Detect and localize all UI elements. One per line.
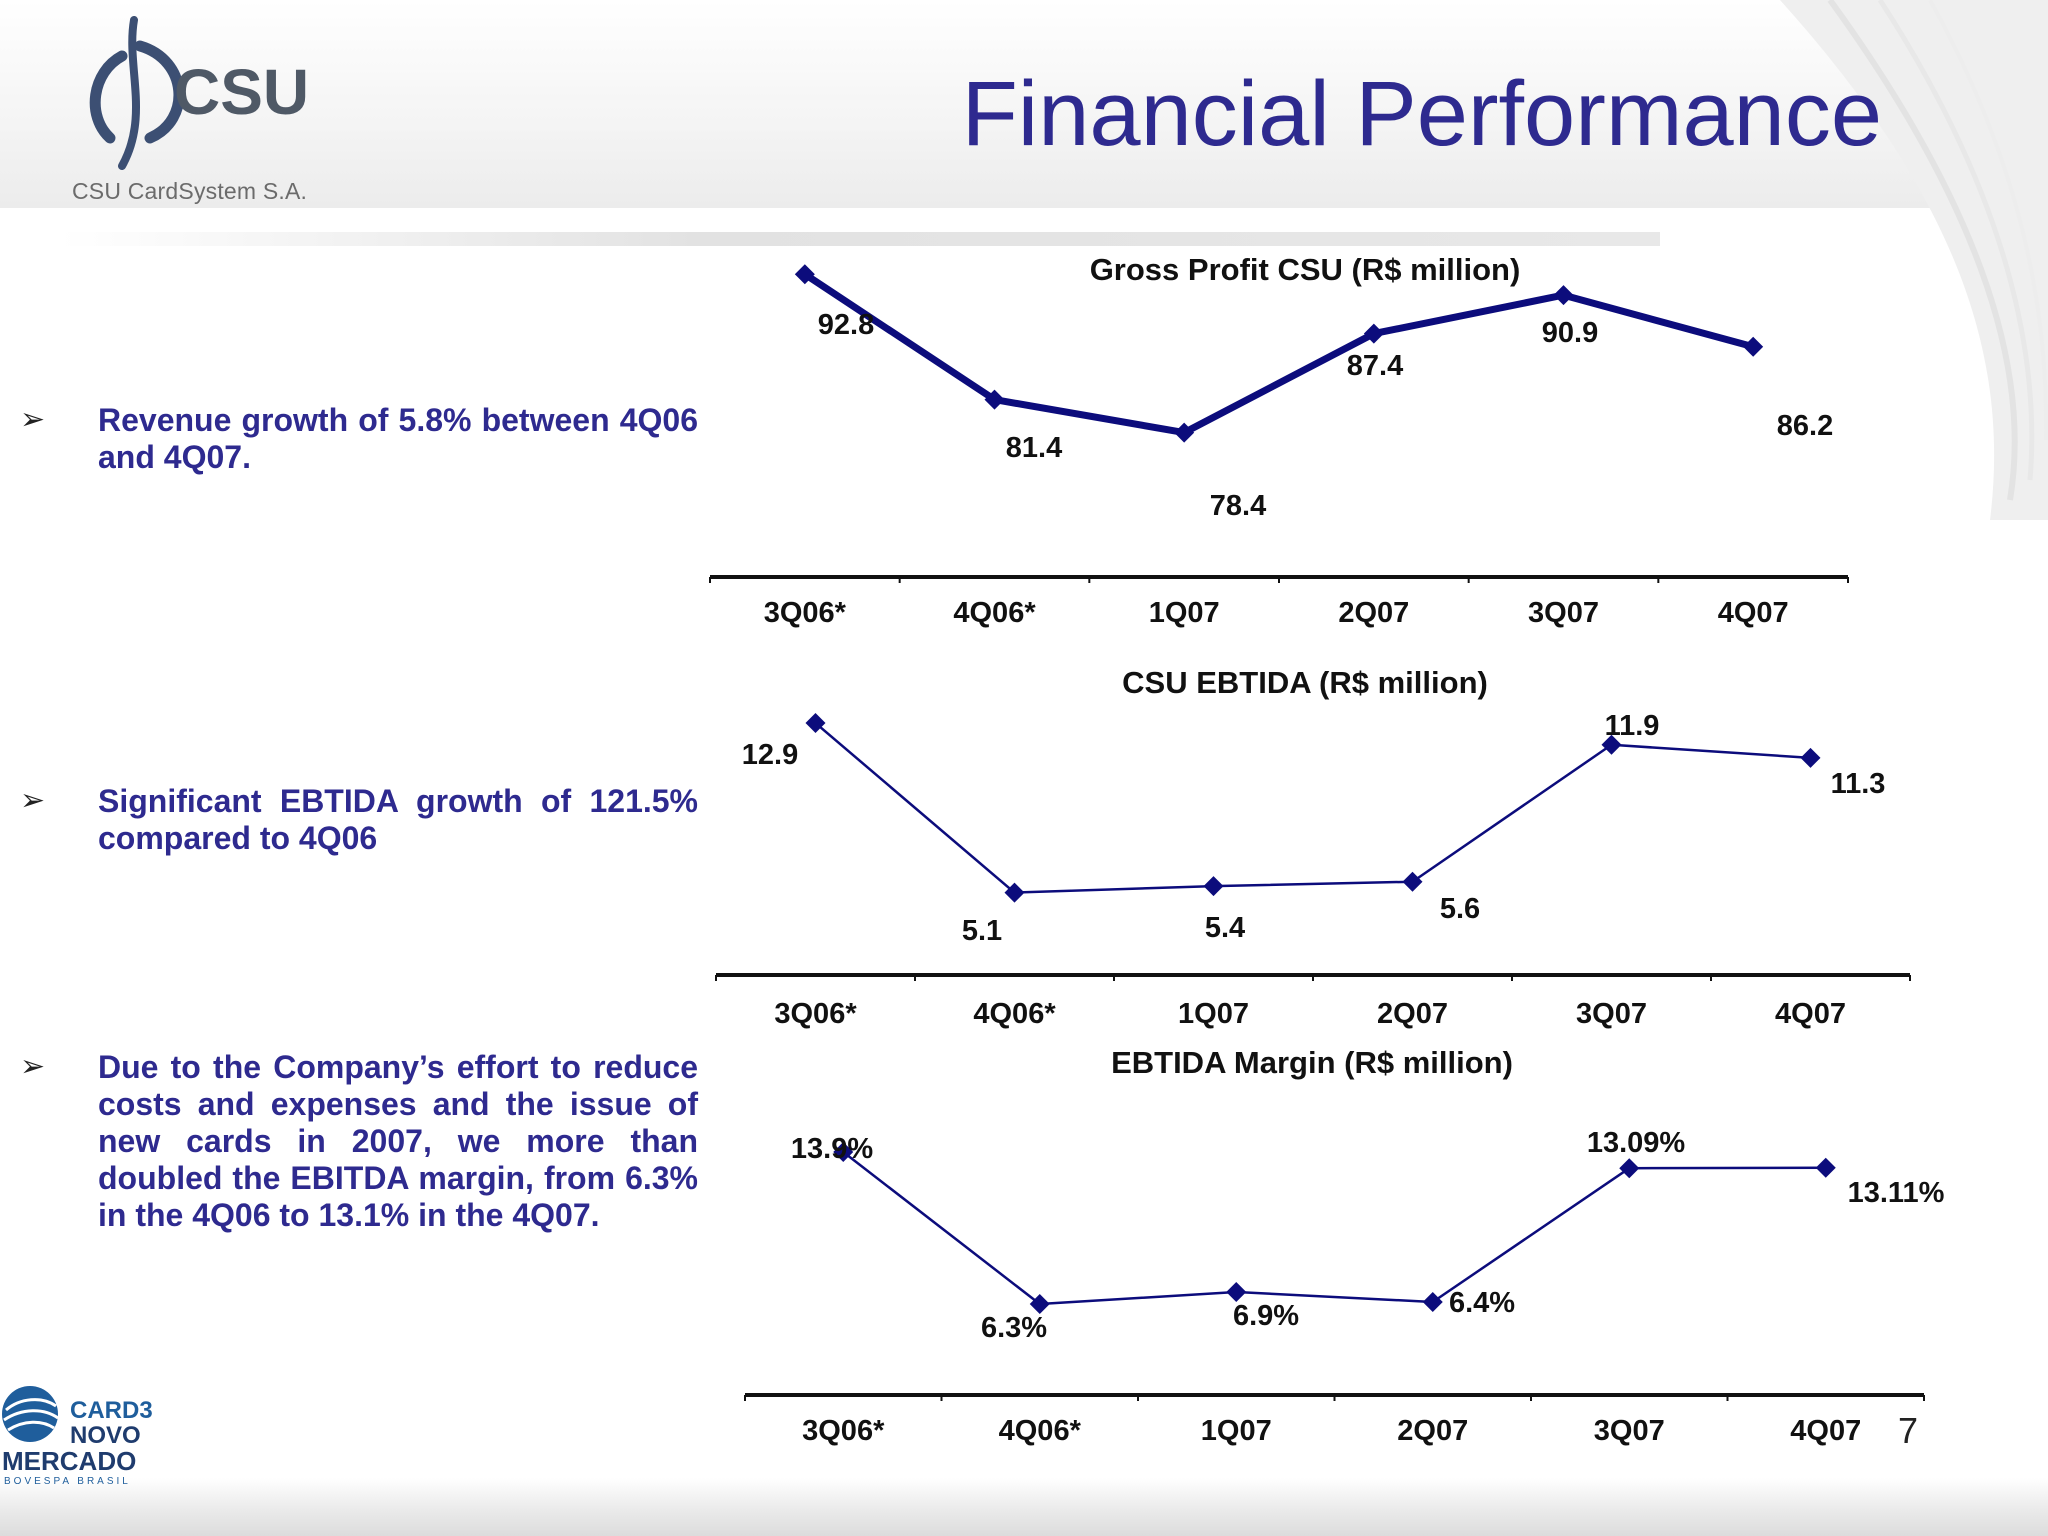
data-point bbox=[1402, 871, 1423, 892]
data-label: 78.4 bbox=[1210, 490, 1266, 522]
x-tick-label: 4Q06* bbox=[953, 597, 1036, 629]
x-tick-label: 3Q06* bbox=[774, 998, 857, 1030]
data-point bbox=[1363, 323, 1384, 344]
data-point bbox=[1029, 1294, 1050, 1314]
data-label: 11.9 bbox=[1605, 710, 1660, 742]
data-point bbox=[1553, 285, 1574, 306]
data-label: 13.09% bbox=[1587, 1127, 1686, 1159]
data-point bbox=[1815, 1157, 1836, 1178]
x-tick-label: 4Q07 bbox=[1790, 1415, 1861, 1447]
badge-card3: CARD3 bbox=[70, 1397, 153, 1424]
data-point bbox=[1800, 747, 1821, 768]
data-label: 6.4% bbox=[1449, 1287, 1515, 1319]
x-tick-label: 4Q07 bbox=[1718, 597, 1789, 629]
x-tick-label: 3Q07 bbox=[1528, 597, 1599, 629]
x-tick-label: 1Q07 bbox=[1149, 597, 1220, 629]
x-tick-label: 2Q07 bbox=[1397, 1415, 1468, 1447]
data-label: 90.9 bbox=[1542, 317, 1598, 349]
page-title: Financial Performance bbox=[961, 63, 1882, 165]
badge-novo: NOVO bbox=[70, 1422, 141, 1449]
data-label: 92.8 bbox=[818, 309, 874, 341]
arrow-bullet-icon: ➢ bbox=[20, 784, 46, 817]
data-label: 5.6 bbox=[1440, 893, 1480, 925]
data-point bbox=[1004, 882, 1025, 903]
badge-mercado: MERCADO bbox=[2, 1446, 136, 1476]
csu-logo: CSU bbox=[89, 16, 309, 170]
data-label: 6.3% bbox=[981, 1312, 1047, 1344]
x-tick-label: 3Q07 bbox=[1576, 998, 1647, 1030]
data-label: 13.11% bbox=[1848, 1177, 1945, 1209]
x-tick-label: 4Q06* bbox=[973, 998, 1056, 1030]
page-number: 7 bbox=[1898, 1410, 1919, 1451]
bullet-text: Due to the Company’s effort to reduce co… bbox=[98, 1049, 698, 1233]
header-band bbox=[0, 0, 2048, 208]
company-name: CSU CardSystem S.A. bbox=[72, 178, 308, 204]
x-tick-label: 4Q07 bbox=[1775, 998, 1846, 1030]
data-point bbox=[1422, 1292, 1443, 1312]
bullet-text: Significant EBTIDA growth of 121.5% comp… bbox=[98, 783, 698, 856]
data-point bbox=[833, 1142, 854, 1162]
badge-bovespa: BOVESPA BRASIL bbox=[4, 1476, 131, 1487]
x-tick-label: 1Q07 bbox=[1201, 1415, 1272, 1447]
x-tick-label: 2Q07 bbox=[1377, 998, 1448, 1030]
x-tick-label: 3Q06* bbox=[802, 1415, 885, 1447]
bullet-text: Revenue growth of 5.8% between 4Q06 and … bbox=[98, 402, 698, 475]
data-point bbox=[1619, 1158, 1640, 1179]
data-point bbox=[1743, 336, 1764, 357]
data-point bbox=[794, 264, 815, 285]
footer-band bbox=[0, 1478, 2048, 1536]
header-divider bbox=[60, 232, 1660, 246]
data-label: 81.4 bbox=[1006, 432, 1062, 464]
novo-mercado-badge: CARD3 NOVO MERCADO BOVESPA BRASIL bbox=[2, 1386, 153, 1487]
data-label: 5.1 bbox=[962, 915, 1002, 947]
series-line bbox=[814, 722, 1811, 894]
data-point bbox=[1601, 734, 1622, 755]
data-label: 13.9% bbox=[791, 1133, 873, 1165]
chart-title: Gross Profit CSU (R$ million) bbox=[1090, 252, 1521, 287]
logo-text: CSU bbox=[174, 56, 309, 128]
x-tick-label: 4Q06* bbox=[999, 1415, 1082, 1447]
chart-title: CSU EBTIDA (R$ million) bbox=[1122, 665, 1488, 700]
data-point bbox=[805, 713, 826, 734]
arrow-bullet-icon: ➢ bbox=[20, 403, 46, 436]
x-tick-label: 3Q06* bbox=[764, 597, 847, 629]
series-line bbox=[842, 1151, 1826, 1306]
data-point bbox=[984, 389, 1005, 410]
data-label: 86.2 bbox=[1777, 410, 1833, 442]
x-tick-label: 1Q07 bbox=[1178, 998, 1249, 1030]
chart-title: EBTIDA Margin (R$ million) bbox=[1111, 1045, 1513, 1080]
data-label: 12.9 bbox=[742, 739, 798, 771]
data-label: 6.9% bbox=[1233, 1300, 1299, 1332]
data-point bbox=[1226, 1282, 1247, 1302]
arrow-bullet-icon: ➢ bbox=[20, 1050, 46, 1083]
x-tick-label: 3Q07 bbox=[1594, 1415, 1665, 1447]
series-line bbox=[802, 271, 1755, 437]
data-label: 11.3 bbox=[1831, 768, 1886, 800]
data-point bbox=[1203, 876, 1224, 897]
data-label: 5.4 bbox=[1205, 912, 1245, 944]
data-label: 87.4 bbox=[1347, 350, 1403, 382]
x-tick-label: 2Q07 bbox=[1338, 597, 1409, 629]
data-point bbox=[1174, 422, 1195, 443]
